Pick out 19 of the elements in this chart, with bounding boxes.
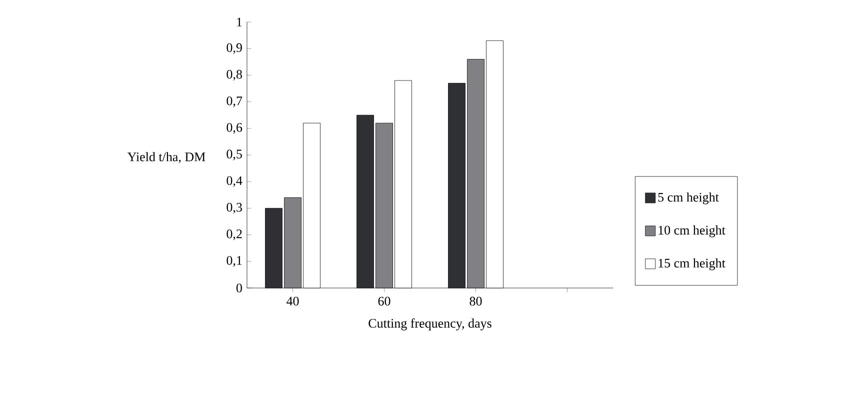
y-tick-label: 0,9 (226, 43, 242, 54)
legend-label: 5 cm height (658, 192, 719, 204)
x-tick-label: 40 (286, 296, 299, 306)
y-tick-label: 1 (237, 18, 242, 26)
y-tick-label: 0,4 (226, 176, 242, 187)
y-tick-label: 0,1 (226, 256, 242, 267)
y-tick-label: 0 (236, 284, 242, 292)
legend-label: 10 cm height (658, 225, 726, 238)
legend-label: 15 cm height (658, 258, 726, 270)
x-axis-title: Cutting frequency, days (368, 318, 492, 330)
y-axis-title: Yield t/ha, DM (127, 152, 206, 164)
y-tick-label: 0,5 (226, 150, 242, 160)
y-tick-label: 0,8 (226, 70, 242, 81)
y-tick-label: 0,3 (226, 202, 242, 214)
y-tick-label: 0,2 (226, 229, 242, 240)
x-tick-label: 80 (470, 296, 482, 306)
x-tick-label: 60 (378, 296, 390, 306)
y-tick-label: 0,7 (226, 96, 242, 108)
y-tick-label: 0,6 (226, 123, 242, 134)
